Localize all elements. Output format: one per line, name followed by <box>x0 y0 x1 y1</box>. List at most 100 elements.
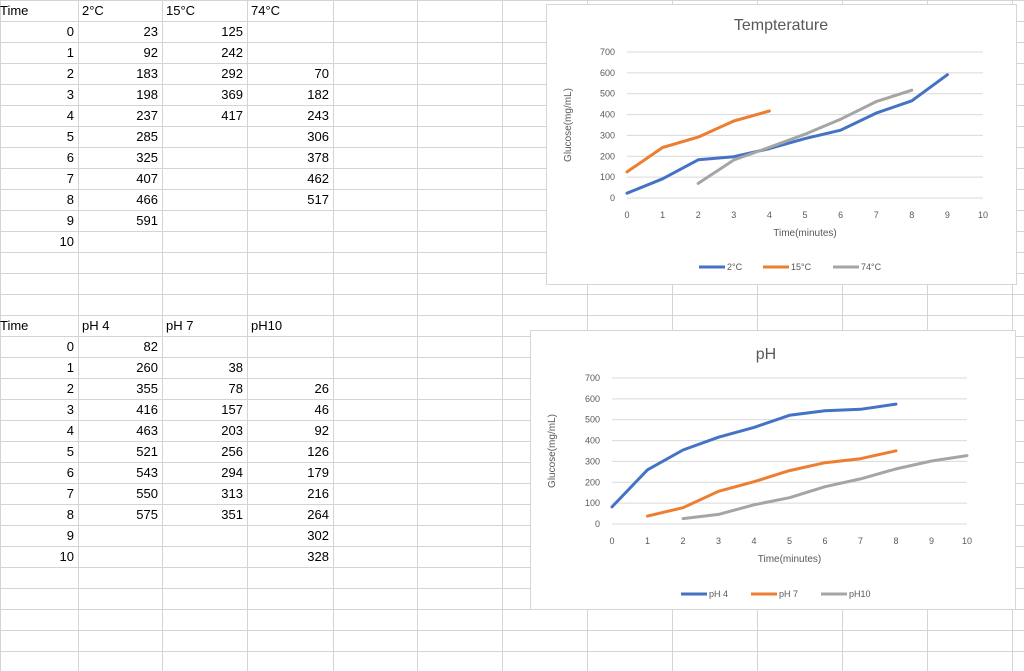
table2-cell[interactable]: 216 <box>307 486 329 501</box>
table1-cell[interactable]: 378 <box>307 150 329 165</box>
y-tick-label: 600 <box>585 394 600 404</box>
table1-header-cell[interactable]: 74°C <box>251 3 281 18</box>
table1-cell[interactable]: 242 <box>221 45 243 60</box>
table1-cell[interactable]: 6 <box>66 150 74 165</box>
table2-cell[interactable]: 38 <box>228 360 243 375</box>
table2-cell[interactable]: 6 <box>66 465 74 480</box>
table1-cell[interactable]: 0 <box>66 24 74 39</box>
table1-cell[interactable]: 125 <box>221 24 243 39</box>
table2-cell[interactable]: 8 <box>66 507 74 522</box>
table2-cell[interactable]: 2 <box>66 381 74 396</box>
table1-cell[interactable]: 198 <box>136 87 158 102</box>
table2-cell[interactable]: 126 <box>307 444 329 459</box>
data-point <box>966 454 969 457</box>
table2-cell[interactable]: 294 <box>221 465 243 480</box>
table2-cell[interactable]: 256 <box>221 444 243 459</box>
table2-cell[interactable]: 92 <box>314 423 329 438</box>
table2-cell[interactable]: 157 <box>221 402 243 417</box>
x-tick-label: 9 <box>929 536 934 546</box>
table2-cell[interactable]: 543 <box>136 465 158 480</box>
legend-label: 15°C <box>791 262 812 272</box>
table2-header-cell[interactable]: pH 7 <box>166 318 194 333</box>
x-tick-label: 9 <box>945 210 950 220</box>
table2-cell[interactable]: 416 <box>136 402 158 417</box>
table2-cell[interactable]: 78 <box>228 381 243 396</box>
table1-cell[interactable]: 237 <box>136 108 158 123</box>
table1-cell[interactable]: 369 <box>221 87 243 102</box>
series-line <box>646 449 898 518</box>
table1-header-cell[interactable]: 15°C <box>166 3 196 18</box>
table1-cell[interactable]: 517 <box>307 192 329 207</box>
table2-cell[interactable]: 179 <box>307 465 329 480</box>
table1-cell[interactable]: 591 <box>136 213 158 228</box>
table1-cell[interactable]: 285 <box>136 129 158 144</box>
table2-cell[interactable]: 264 <box>307 507 329 522</box>
table1-cell[interactable]: 243 <box>307 108 329 123</box>
table2-cell[interactable]: 521 <box>136 444 158 459</box>
table2-cell[interactable]: 4 <box>66 423 74 438</box>
table2-header-cell[interactable]: pH10 <box>251 318 283 333</box>
table1-cell[interactable]: 2 <box>66 66 74 81</box>
table2-cell[interactable]: 463 <box>136 423 158 438</box>
temperature-chart-svg: Tempterature 0 100 200 300 400 500 600 700 0 1 2 3 4 5… <box>563 17 988 272</box>
table2-cell[interactable]: 10 <box>59 549 74 564</box>
table1-cell[interactable]: 92 <box>143 45 158 60</box>
table2-cell[interactable]: 82 <box>143 339 158 354</box>
table1-cell[interactable]: 292 <box>221 66 243 81</box>
table1-cell[interactable]: 8 <box>66 192 74 207</box>
y-tick-label: 100 <box>600 172 615 182</box>
x-tick-label: 2 <box>696 210 701 220</box>
table1-cell[interactable]: 182 <box>307 87 329 102</box>
table2-header-cell[interactable]: pH 4 <box>82 318 110 333</box>
table2-cell[interactable]: 260 <box>136 360 158 375</box>
data-point <box>732 155 735 158</box>
table1-cell[interactable]: 23 <box>143 24 158 39</box>
data-point <box>753 480 756 483</box>
data-point <box>946 73 949 76</box>
y-tick-label: 500 <box>600 89 615 99</box>
table2-cell[interactable]: 302 <box>307 528 329 543</box>
data-point <box>646 468 649 471</box>
table1-cell[interactable]: 5 <box>66 129 74 144</box>
table2-cell[interactable]: 3 <box>66 402 74 417</box>
table2-cell[interactable]: 9 <box>66 528 74 543</box>
table1-cell[interactable]: 4 <box>66 108 74 123</box>
table2-cell[interactable]: 575 <box>136 507 158 522</box>
table1-cell[interactable]: 325 <box>136 150 158 165</box>
table1-cell[interactable]: 10 <box>59 234 74 249</box>
table2-cell[interactable]: 7 <box>66 486 74 501</box>
series-line <box>610 402 898 509</box>
table2-header-cell[interactable]: Time <box>0 318 29 333</box>
table2-cell[interactable]: 26 <box>314 381 329 396</box>
table1-cell[interactable]: 466 <box>136 192 158 207</box>
table2-cell[interactable]: 1 <box>66 360 74 375</box>
table2-cell[interactable]: 328 <box>307 549 329 564</box>
table2-cell[interactable]: 5 <box>66 444 74 459</box>
table1-cell[interactable]: 407 <box>136 171 158 186</box>
table1-cell[interactable]: 3 <box>66 87 74 102</box>
table2-cell[interactable]: 355 <box>136 381 158 396</box>
table1-cell[interactable]: 1 <box>66 45 74 60</box>
table1-cell[interactable]: 462 <box>307 171 329 186</box>
ph-chart[interactable]: pH 0 100 200 300 400 500 600 700 0 1 2 3 4 5 6 7 8 9 10 Time… <box>530 330 1016 610</box>
table1-cell[interactable]: 306 <box>307 129 329 144</box>
table1-cell[interactable]: 9 <box>66 213 74 228</box>
table2-cell[interactable]: 351 <box>221 507 243 522</box>
table2-cell[interactable]: 46 <box>314 402 329 417</box>
x-tick-label: 3 <box>731 210 736 220</box>
table1-cell[interactable]: 70 <box>314 66 329 81</box>
data-point <box>661 146 664 149</box>
table2-cell[interactable]: 203 <box>221 423 243 438</box>
temperature-chart[interactable]: Tempterature 0 100 200 300 400 500 600 700 0 1 2 3 4 5… <box>546 4 1017 285</box>
table1-cell[interactable]: 417 <box>221 108 243 123</box>
table1-cell[interactable]: 7 <box>66 171 74 186</box>
table1-cell[interactable]: 183 <box>136 66 158 81</box>
table2-cell[interactable]: 0 <box>66 339 74 354</box>
table2-cell[interactable]: 550 <box>136 486 158 501</box>
y-tick-label: 500 <box>585 415 600 425</box>
x-tick-label: 0 <box>609 536 614 546</box>
table1-header-cell[interactable]: 2°C <box>82 3 104 18</box>
table1-header-cell[interactable]: Time <box>0 3 29 18</box>
table2-cell[interactable]: 313 <box>221 486 243 501</box>
x-tick-label: 5 <box>802 210 807 220</box>
